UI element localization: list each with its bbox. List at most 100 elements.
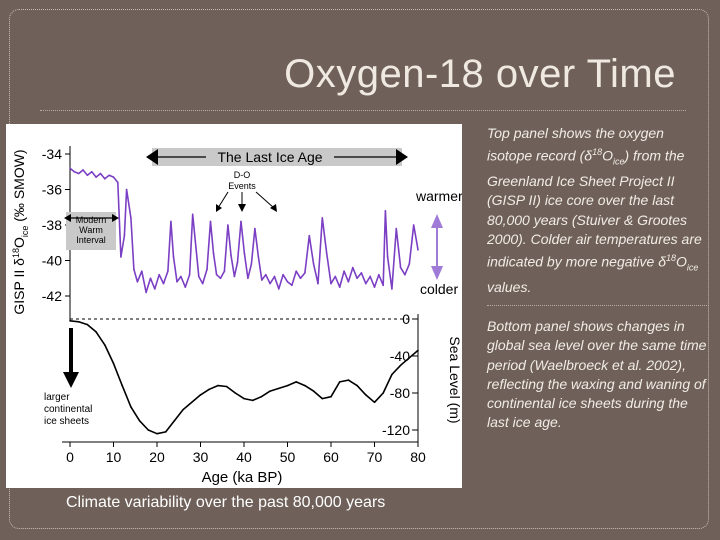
- x-tick-label-0: 0: [66, 449, 74, 465]
- isotope-point-12: [120, 256, 122, 258]
- sea-level-point-12: [173, 419, 176, 422]
- isotope-point-0: [69, 167, 71, 169]
- sea-level-point-19: [234, 392, 237, 394]
- sea-level-point-3: [95, 331, 97, 333]
- sea-level-point-27: [304, 384, 306, 387]
- sea-level-point-6: [121, 384, 123, 387]
- bottom-panel-description: Bottom panel shows changes in global sea…: [487, 318, 707, 431]
- sea-level-point-10: [156, 432, 158, 435]
- isotope-point-7: [99, 172, 102, 175]
- isotope-point-64: [317, 282, 319, 285]
- isotope-point-39: [219, 277, 222, 280]
- isotope-point-8: [104, 178, 106, 180]
- isotope-point-73: [356, 277, 358, 280]
- isotope-point-28: [180, 275, 182, 278]
- ice-age-arrow-right: [396, 149, 408, 165]
- isotope-tick-label-1: -36: [42, 182, 62, 198]
- chart-svg: -34 -36 -38 -40 -42 0 -40 -80 -120 0 10 20 30 40 50 6…: [11, 146, 463, 486]
- isotope-point-59: [295, 270, 298, 272]
- isotope-point-26: [172, 256, 175, 258]
- sea-level-tick-label-1: -40: [390, 348, 410, 364]
- isotope-tick-label-4: -42: [42, 288, 62, 304]
- isotope-point-23: [162, 282, 165, 285]
- isotope-point-36: [209, 220, 212, 223]
- x-tick-label-5: 50: [280, 449, 296, 465]
- description-divider: [487, 305, 709, 307]
- isotope-point-32: [194, 240, 197, 242]
- isotope-point-30: [188, 273, 191, 276]
- ice-age-label: The Last Ice Age: [217, 149, 322, 165]
- isotope-point-78: [378, 273, 380, 276]
- sea-level-point-21: [251, 399, 254, 402]
- isotope-point-62: [308, 234, 311, 237]
- isotope-point-56: [282, 273, 284, 276]
- sea-level-point-25: [286, 384, 289, 387]
- sea-level-point-31: [338, 381, 341, 383]
- isotope-point-35: [206, 268, 208, 271]
- do-events-label-line2: Events: [228, 181, 256, 191]
- isotope-point-77: [373, 286, 376, 288]
- isotope-tick-label-2: -38: [42, 217, 62, 233]
- isotope-point-17: [136, 281, 139, 283]
- isotope-point-22: [158, 273, 160, 276]
- isotope-point-80: [384, 210, 387, 212]
- colder-label: colder: [420, 281, 458, 297]
- sea-level-tick-label-0: 0: [402, 311, 410, 327]
- isotope-point-52: [264, 273, 267, 276]
- x-tick-label-8: 80: [410, 449, 426, 465]
- isotope-point-43: [233, 275, 236, 278]
- modern-arrow-head-right: [112, 214, 119, 222]
- sea-level-point-9: [147, 429, 150, 431]
- sea-level-point-20: [243, 397, 245, 400]
- isotope-point-40: [223, 270, 226, 272]
- isotope-point-27: [176, 281, 178, 283]
- sea-level-point-28: [312, 390, 315, 392]
- ice-sheets-arrow-head: [63, 372, 79, 388]
- sea-level-point-24: [278, 387, 280, 390]
- x-axis-label: Age (ka BP): [202, 469, 283, 486]
- do-arrow-head-3: [270, 204, 277, 212]
- isotope-point-10: [112, 176, 115, 178]
- sea-level-point-11: [164, 431, 167, 433]
- sea-level-point-14: [191, 401, 193, 404]
- modern-arrow-head-left: [64, 214, 71, 222]
- sea-level-point-30: [330, 395, 332, 398]
- isotope-point-75: [365, 282, 367, 285]
- isotope-point-57: [286, 281, 289, 283]
- isotope-point-38: [215, 273, 218, 276]
- isotope-point-58: [291, 284, 293, 287]
- modern-label-line2: Warm: [79, 225, 103, 235]
- isotope-point-54: [273, 275, 276, 278]
- sea-level-point-33: [356, 384, 358, 387]
- slide-title: Oxygen-18 over Time: [284, 52, 676, 96]
- isotope-point-79: [382, 284, 385, 287]
- isotope-point-68: [334, 275, 337, 278]
- isotope-point-67: [330, 282, 332, 285]
- ice-sheets-line2: continental: [44, 404, 92, 415]
- isotope-axis-label: GISP II δ18Oice (‰ SMOW): [11, 149, 30, 314]
- cold-arrow-head: [431, 266, 443, 280]
- isotope-point-4: [86, 174, 89, 177]
- isotope-point-3: [82, 169, 84, 171]
- warm-arrow-head: [431, 214, 443, 228]
- isotope-point-9: [108, 174, 110, 177]
- sea-level-point-15: [199, 394, 202, 396]
- isotope-point-42: [230, 254, 232, 256]
- ice-sheets-line3: ice sheets: [44, 416, 89, 427]
- ice-age-arrow-left: [146, 149, 158, 165]
- sea-level-point-35: [373, 401, 376, 404]
- isotope-point-76: [369, 275, 371, 278]
- x-tick-label-4: 40: [236, 449, 252, 465]
- isotope-point-45: [240, 220, 242, 223]
- isotope-point-55: [278, 288, 280, 290]
- isotope-point-61: [304, 272, 306, 274]
- isotope-point-14: [125, 188, 128, 191]
- figure-caption: Climate variability over the past 80,000…: [66, 494, 386, 511]
- isotope-point-88: [417, 249, 419, 251]
- isotope-point-60: [299, 277, 302, 280]
- isotope-point-69: [338, 286, 341, 288]
- sea-level-point-16: [208, 388, 210, 391]
- do-events-label-line1: D-O: [234, 170, 251, 180]
- isotope-point-21: [154, 288, 156, 290]
- isotope-point-6: [95, 176, 97, 178]
